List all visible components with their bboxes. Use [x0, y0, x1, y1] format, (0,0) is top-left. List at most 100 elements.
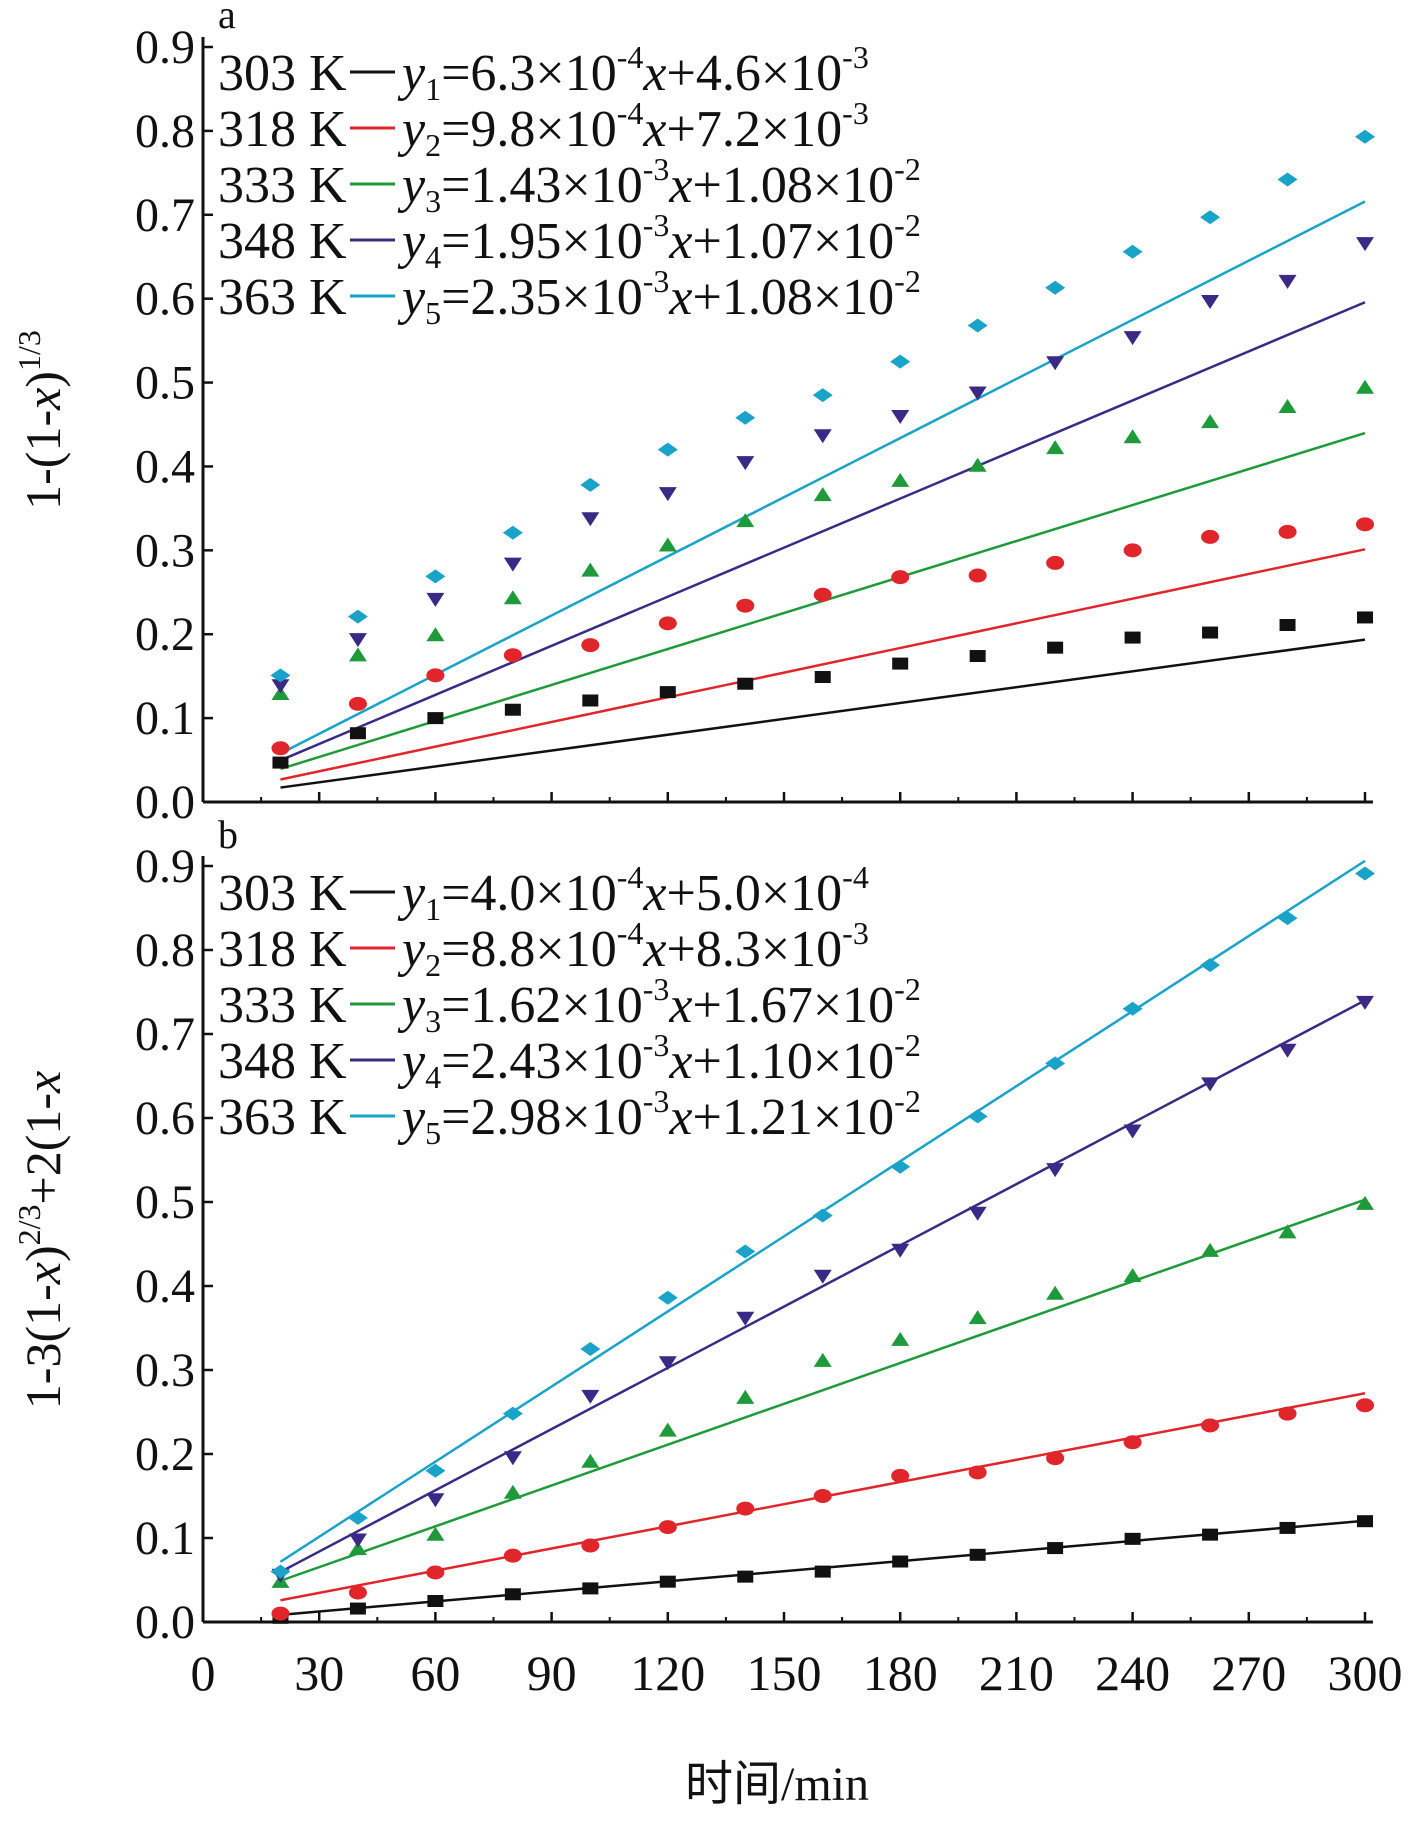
a-legend-temp: 363 K: [218, 269, 347, 326]
b-point-333k: [503, 1484, 522, 1499]
a-point-333k: [813, 487, 832, 502]
b-point-303k: [1279, 1521, 1296, 1534]
b-y-tick-label: 0.6: [135, 1092, 195, 1145]
x-tick-label: 300: [1328, 1645, 1403, 1701]
b-y-tick-label: 0.9: [135, 840, 195, 893]
b-point-318k: [581, 1538, 600, 1553]
a-point-318k: [426, 668, 445, 683]
b-legend-equation: y2=8.8×10-4x+8.3×10-3: [397, 915, 869, 983]
panel-a-y-axis-label: 1-(1-x)1/3: [11, 330, 71, 510]
a-point-318k: [581, 638, 600, 653]
x-tick-label: 90: [527, 1645, 577, 1701]
a-legend-temp: 303 K: [218, 45, 347, 102]
a-point-363k: [502, 525, 523, 540]
a-point-318k: [1123, 543, 1142, 558]
b-point-348k: [1278, 1043, 1297, 1058]
a-point-303k: [659, 686, 676, 699]
a-point-348k: [968, 386, 987, 401]
a-fit-line-348k: [279, 301, 1366, 762]
panel-a-legend: 303 K y1=6.3×10-4x+4.6×10-3 318 K y2=9.8×10…: [218, 39, 921, 331]
a-y-tick-label: 0.6: [135, 273, 195, 326]
b-point-303k: [582, 1582, 599, 1595]
b-y-tick-label: 0.7: [135, 1008, 195, 1061]
b-point-318k: [813, 1489, 832, 1503]
panel-b-axes: 0.0 0.1 0.2 0.3 0.4 0.5 0.6 0.7 0.8 0.9: [135, 840, 1373, 1649]
a-y-label-text: 1-(1-x)1/3: [11, 330, 71, 510]
a-point-303k: [814, 671, 831, 684]
b-point-348k: [1046, 1163, 1065, 1178]
a-point-333k: [503, 590, 522, 605]
a-point-333k: [1201, 414, 1220, 429]
b-point-363k: [890, 1159, 911, 1174]
b-point-363k: [1045, 1056, 1066, 1071]
a-fit-line-363k: [279, 200, 1366, 755]
b-point-348k: [891, 1243, 910, 1258]
b-point-348k: [1201, 1077, 1220, 1092]
b-point-318k: [503, 1548, 522, 1563]
b-point-303k: [659, 1575, 676, 1588]
a-y-tick-label: 0.2: [135, 608, 195, 661]
b-point-303k: [892, 1555, 909, 1568]
a-point-333k: [426, 627, 445, 642]
a-point-363k: [890, 354, 911, 369]
a-point-348k: [1123, 331, 1142, 346]
a-point-333k: [1278, 399, 1297, 414]
b-point-333k: [968, 1310, 987, 1325]
a-point-363k: [657, 442, 678, 457]
a-point-303k: [349, 727, 366, 740]
a-point-363k: [1355, 129, 1375, 144]
b-point-363k: [1277, 911, 1298, 926]
b-legend-equation: y4=2.43×10-3x+1.10×10-2: [397, 1027, 921, 1095]
b-point-363k: [1200, 958, 1221, 973]
b-point-318k: [1123, 1435, 1142, 1450]
a-point-303k: [1124, 631, 1141, 644]
a-fit-line-318k: [280, 548, 1366, 781]
a-legend-equation: y1=6.3×10-4x+4.6×10-3: [397, 39, 869, 107]
a-legend-equation: y3=1.43×10-3x+1.08×10-2: [397, 151, 921, 219]
b-y-tick-label: 0.4: [135, 1260, 195, 1313]
a-point-348k: [581, 512, 600, 527]
a-point-363k: [425, 569, 446, 584]
b-point-318k: [891, 1468, 910, 1483]
b-y-tick-label: 0.1: [135, 1512, 195, 1565]
a-point-348k: [736, 456, 755, 471]
b-point-363k: [270, 1564, 291, 1579]
b-fit-line-348k: [279, 999, 1366, 1574]
b-point-333k: [581, 1453, 600, 1468]
a-point-363k: [735, 410, 756, 425]
b-point-363k: [735, 1244, 756, 1259]
b-point-363k: [502, 1406, 523, 1421]
b-point-333k: [1201, 1242, 1220, 1257]
panel-a: 0.0 0.1 0.2 0.3 0.4 0.5 0.6 0.7 0.8 0.9 303 K y1=6…: [11, 0, 1375, 829]
b-point-303k: [427, 1595, 444, 1607]
b-point-318k: [426, 1565, 445, 1580]
a-y-tick-label: 0.3: [135, 524, 195, 577]
panel-b-y-axis-label: 1-3(1-x)2/3+2(1-x: [11, 1071, 71, 1409]
panel-b-legend: 303 K y1=4.0×10-4x+5.0×10-4 318 K y2=8.8×10…: [218, 859, 921, 1151]
a-point-348k: [1356, 237, 1374, 252]
a-point-333k: [1046, 440, 1065, 455]
b-point-363k: [967, 1109, 988, 1124]
x-tick-label: 60: [410, 1645, 460, 1701]
b-point-333k: [426, 1526, 445, 1541]
x-tick-label: 240: [1095, 1645, 1170, 1701]
b-point-333k: [1123, 1268, 1142, 1283]
b-point-333k: [813, 1352, 832, 1367]
b-point-348k: [813, 1269, 832, 1284]
a-point-348k: [1278, 274, 1297, 289]
a-point-363k: [1200, 210, 1221, 225]
a-point-303k: [737, 677, 754, 690]
b-point-303k: [969, 1548, 986, 1561]
b-legend-temp: 333 K: [218, 977, 347, 1034]
b-point-363k: [580, 1342, 601, 1356]
a-point-333k: [658, 537, 677, 552]
b-legend-temp: 363 K: [218, 1089, 347, 1146]
b-point-303k: [1047, 1542, 1064, 1555]
a-point-318k: [968, 568, 987, 583]
b-point-318k: [348, 1585, 367, 1600]
a-point-303k: [272, 756, 289, 769]
a-legend-equation: y4=1.95×10-3x+1.07×10-2: [397, 207, 921, 275]
b-point-303k: [1124, 1532, 1141, 1545]
panel-b-markers: [270, 866, 1375, 1624]
b-legend-temp: 348 K: [218, 1033, 347, 1090]
